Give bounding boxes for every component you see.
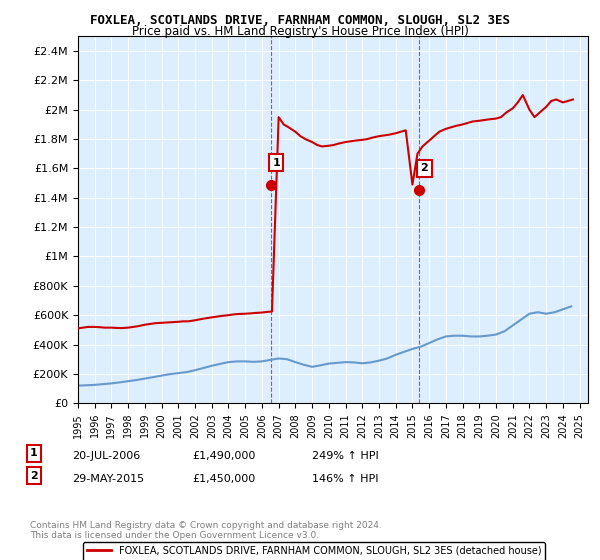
- Text: 2: 2: [30, 471, 38, 481]
- Text: £1,490,000: £1,490,000: [192, 451, 256, 461]
- Text: 146% ↑ HPI: 146% ↑ HPI: [312, 474, 379, 484]
- Text: 20-JUL-2006: 20-JUL-2006: [72, 451, 140, 461]
- Text: FOXLEA, SCOTLANDS DRIVE, FARNHAM COMMON, SLOUGH, SL2 3ES: FOXLEA, SCOTLANDS DRIVE, FARNHAM COMMON,…: [90, 14, 510, 27]
- Text: £1,450,000: £1,450,000: [192, 474, 255, 484]
- Text: Contains HM Land Registry data © Crown copyright and database right 2024.
This d: Contains HM Land Registry data © Crown c…: [30, 521, 382, 540]
- Text: 1: 1: [30, 449, 38, 459]
- Text: Price paid vs. HM Land Registry's House Price Index (HPI): Price paid vs. HM Land Registry's House …: [131, 25, 469, 38]
- Text: 2: 2: [421, 164, 428, 174]
- Legend: FOXLEA, SCOTLANDS DRIVE, FARNHAM COMMON, SLOUGH, SL2 3ES (detached house), HPI: : FOXLEA, SCOTLANDS DRIVE, FARNHAM COMMON,…: [83, 542, 545, 560]
- Text: 29-MAY-2015: 29-MAY-2015: [72, 474, 144, 484]
- Text: 1: 1: [272, 157, 280, 167]
- Text: 249% ↑ HPI: 249% ↑ HPI: [312, 451, 379, 461]
